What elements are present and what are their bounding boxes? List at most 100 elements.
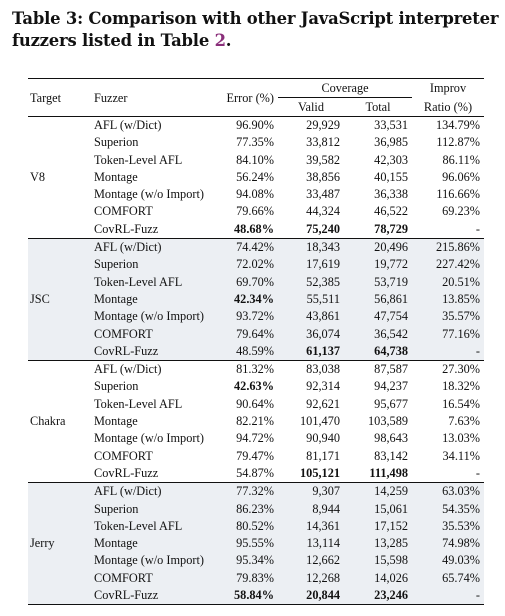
improv-ratio: 27.30% [412, 360, 484, 379]
fuzzer-name: COMFORT [84, 569, 208, 588]
table-row: Montage 95.55% 13,114 13,285 74.98% [28, 535, 484, 553]
total-coverage: 64,738 [344, 342, 412, 361]
table-row: Superion 77.35% 33,812 36,985 112.87% [28, 134, 484, 151]
error-value: 48.68% [234, 221, 274, 236]
total-coverage: 36,542 [344, 325, 412, 343]
error-value: 42.34% [208, 290, 278, 309]
valid-coverage: 81,171 [306, 448, 340, 463]
valid-coverage: 92,314 [306, 379, 340, 394]
valid-coverage: 33,487 [306, 187, 340, 202]
table-row: Jerry AFL (w/Dict) 77.32% 9,307 14,259 63.03% [28, 482, 484, 606]
group-chakra: Chakra AFL (w/Dict) 81.32% 83,038 87,587 27.3… [28, 360, 484, 483]
fuzzer-name: Token-Level AFL [94, 152, 183, 167]
table-row: V8 AFL (w/Dict) 96.90% 29,929 33,531 134.79% [28, 115, 484, 239]
valid-coverage: 90,940 [306, 431, 340, 446]
table-row: Token-Level AFL 90.64% 92,621 95,677 16.54% [28, 396, 484, 413]
total-coverage: 83,142 [374, 448, 408, 463]
table-row: CovRL-Fuzz 48.68% 75,240 78,729 - [28, 221, 484, 239]
improv-ratio: 86.11% [442, 152, 480, 167]
target-name: Jerry [28, 482, 84, 606]
error-value: 72.02% [208, 256, 278, 274]
fuzzer-name: Superion [84, 500, 208, 518]
total-coverage: 33,531 [344, 116, 412, 135]
table-reference-link[interactable]: 2 [214, 31, 226, 50]
fuzzer-name: Montage [94, 414, 138, 429]
table-row: Token-Level AFL 84.10% 39,582 42,303 86.11% [28, 152, 484, 169]
table-row: CovRL-Fuzz 54.87% 105,121 111,498 - [28, 465, 484, 483]
valid-coverage: 12,662 [278, 552, 344, 570]
valid-coverage: 52,385 [278, 273, 344, 291]
group-jerry: Jerry AFL (w/Dict) 77.32% 9,307 14,259 63.03%… [28, 482, 484, 606]
total-coverage: 111,498 [369, 465, 408, 480]
error-value: 77.32% [208, 482, 278, 501]
improv-ratio: 65.74% [412, 569, 484, 588]
total-coverage: 87,587 [344, 360, 412, 379]
fuzzer-name: Token-Level AFL [94, 396, 183, 411]
valid-coverage: 83,038 [278, 360, 344, 379]
header-fuzzer: Fuzzer [84, 78, 208, 117]
error-value: 79.47% [236, 448, 274, 463]
total-coverage: 15,061 [344, 500, 412, 518]
total-coverage: 40,155 [374, 169, 408, 184]
table-row: CovRL-Fuzz 58.84% 20,844 23,246- [28, 587, 484, 606]
error-value: 79.83% [208, 569, 278, 588]
fuzzer-name: CovRL-Fuzz [84, 587, 208, 606]
fuzzer-name: Token-Level AFL [84, 273, 208, 291]
improv-ratio: 18.32% [442, 379, 480, 394]
error-value: 74.42% [208, 238, 278, 257]
improv-ratio: 35.53% [412, 517, 484, 536]
total-coverage: 53,719 [344, 273, 412, 291]
total-coverage: 98,643 [374, 431, 408, 446]
improv-ratio: 77.16% [412, 325, 484, 343]
table-row: Montage (w/o Import) 93.72% 43,861 47,754 35… [28, 308, 484, 326]
fuzzer-name: COMFORT [94, 448, 153, 463]
header-coverage: Coverage [278, 78, 412, 98]
fuzzer-name: AFL (w/Dict) [84, 482, 208, 501]
improv-ratio: 227.42% [412, 256, 484, 274]
fuzzer-name: Superion [94, 379, 139, 394]
total-coverage: 14,259 [344, 482, 412, 501]
valid-coverage: 38,856 [306, 169, 340, 184]
group-jsc: JSC AFL (w/Dict) 74.42% 18,343 20,496 215.86%… [28, 238, 484, 361]
table-row: JSC AFL (w/Dict) 74.42% 18,343 20,496 215.86% [28, 238, 484, 361]
improv-ratio: 7.63% [448, 414, 480, 429]
comparison-table: Target Fuzzer Error (%) Coverage Improv … [28, 78, 484, 606]
fuzzer-name: AFL (w/Dict) [84, 116, 208, 135]
total-coverage: 56,861 [344, 290, 412, 309]
improv-ratio: - [475, 221, 480, 236]
table-row: Superion 72.02% 17,619 19,772 227.42% [28, 256, 484, 274]
error-value: 80.52% [208, 517, 278, 536]
header-total: Total [365, 100, 391, 114]
valid-coverage: 8,944 [278, 500, 344, 518]
fuzzer-name: CovRL-Fuzz [94, 465, 159, 480]
valid-coverage: 18,343 [278, 238, 344, 257]
table-row: CovRL-Fuzz 48.59% 61,137 64,738- [28, 342, 484, 361]
fuzzer-name: COMFORT [84, 325, 208, 343]
group-v8: V8 AFL (w/Dict) 96.90% 29,929 33,531 134.79% S… [28, 115, 484, 239]
fuzzer-name: AFL (w/Dict) [84, 238, 208, 257]
total-coverage: 95,677 [374, 396, 408, 411]
table-row: Token-Level AFL 80.52% 14,361 17,152 35.53% [28, 517, 484, 536]
error-value: 81.32% [208, 360, 278, 379]
fuzzer-name: Token-Level AFL [84, 517, 208, 536]
table-row: Montage 82.21% 101,470 103,589 7.63% [28, 413, 484, 430]
header-target: Target [28, 78, 84, 117]
valid-coverage: 33,812 [306, 135, 340, 150]
fuzzer-name: AFL (w/Dict) [84, 360, 208, 379]
target-name: V8 [28, 115, 84, 239]
fuzzer-name: Montage [84, 535, 208, 553]
valid-coverage: 29,929 [278, 116, 344, 135]
valid-coverage: 13,114 [278, 535, 344, 553]
total-coverage: 36,338 [374, 187, 408, 202]
header-improv: Improv [412, 78, 484, 98]
fuzzer-name: CovRL-Fuzz [94, 221, 159, 236]
fuzzer-name: Superion [84, 256, 208, 274]
improv-ratio: 13.85% [412, 290, 484, 309]
improv-ratio: 35.57% [412, 308, 484, 326]
total-coverage: 94,237 [374, 379, 408, 394]
improv-ratio: 96.06% [442, 169, 480, 184]
total-coverage: 42,303 [374, 152, 408, 167]
header-error: Error (%) [208, 78, 278, 117]
improv-ratio: 34.11% [442, 448, 480, 463]
error-value: 79.66% [236, 204, 274, 219]
